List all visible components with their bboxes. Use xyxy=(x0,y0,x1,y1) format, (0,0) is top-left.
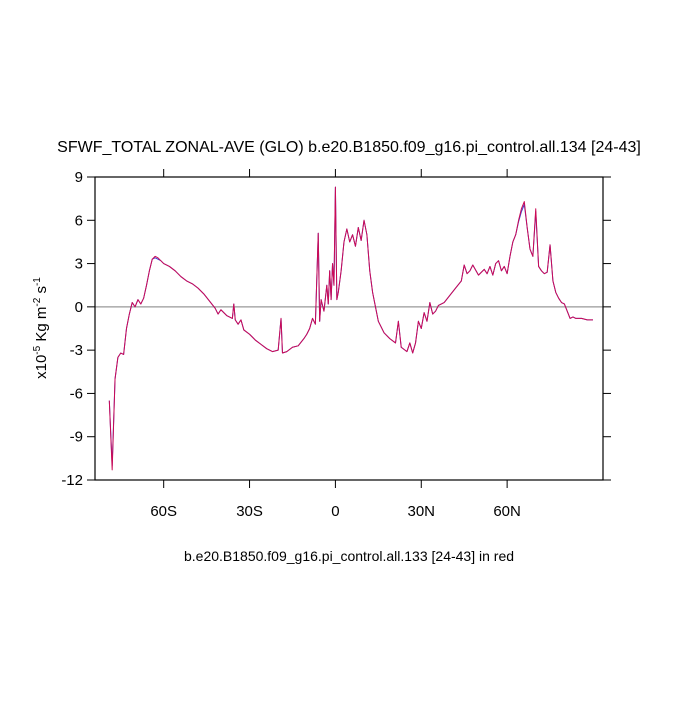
y-tick-label: -3 xyxy=(70,342,83,359)
chart-title: SFWF_TOTAL ZONAL-AVE (GLO) b.e20.B1850.f… xyxy=(57,139,641,156)
y-tick-label: -12 xyxy=(61,472,83,489)
y-axis-label-part: -1 xyxy=(32,277,43,286)
x-tick-label: 30N xyxy=(407,503,435,520)
y-tick-label: -6 xyxy=(70,385,83,402)
plot-frame xyxy=(94,176,604,481)
x-tick-label: 60S xyxy=(150,503,177,520)
y-axis-label-part: s xyxy=(33,286,50,298)
y-tick-label: -9 xyxy=(70,429,83,446)
y-axis-label-part: Kg m xyxy=(33,307,50,346)
y-tick-label: 9 xyxy=(75,169,83,186)
y-axis-label: x10-5 Kg m-2 s-1 xyxy=(32,277,50,379)
series-line xyxy=(108,186,593,471)
x-tick-label: 30S xyxy=(236,503,263,520)
y-tick-label: 6 xyxy=(75,212,83,229)
y-axis-label-part: x10 xyxy=(33,355,50,379)
x-tick-label: 60N xyxy=(493,503,521,520)
x-axis-label: b.e20.B1850.f09_g16.pi_control.all.133 [… xyxy=(184,548,514,564)
y-axis-label-part: -5 xyxy=(32,345,43,354)
x-tick-label: 0 xyxy=(331,503,339,520)
y-axis-label-part: -2 xyxy=(32,297,43,306)
y-tick-label: 0 xyxy=(75,299,83,316)
y-tick-label: 3 xyxy=(75,256,83,273)
